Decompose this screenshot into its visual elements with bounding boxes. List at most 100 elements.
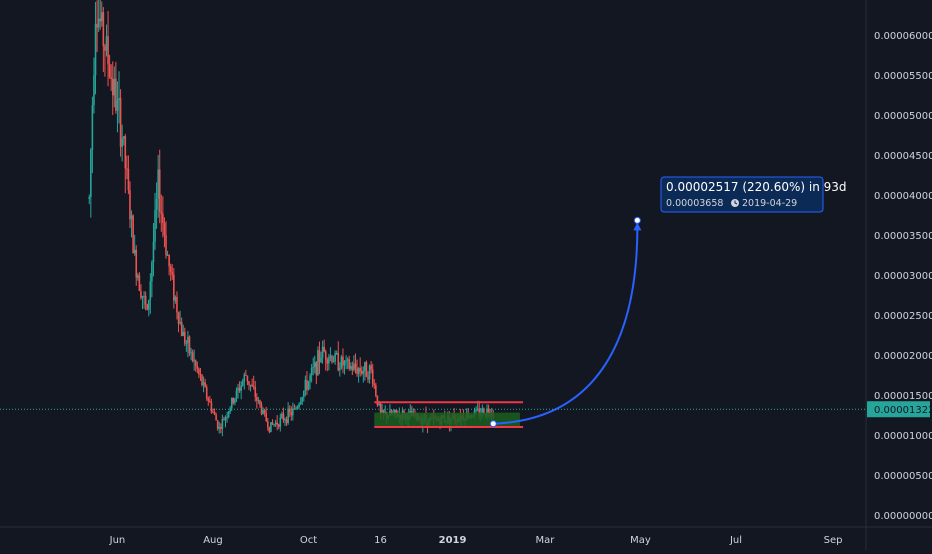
candle [88, 194, 91, 205]
candle [204, 378, 206, 388]
candle-body [199, 374, 202, 376]
candle-body [312, 366, 315, 368]
candle-body [173, 274, 175, 301]
candle-body [310, 367, 313, 376]
candle-body [360, 371, 363, 374]
candle-body [118, 98, 120, 101]
candle-body [209, 400, 211, 403]
candle-body [373, 383, 376, 386]
candle-body [349, 366, 352, 369]
candle [306, 371, 308, 395]
candle [313, 355, 316, 374]
candle [171, 264, 174, 280]
candle [262, 407, 264, 415]
candle-body [90, 149, 92, 197]
candle-body [93, 75, 95, 106]
candle [248, 381, 250, 391]
candle [151, 260, 153, 298]
candle [232, 397, 235, 405]
candle [321, 340, 324, 364]
candle [265, 406, 268, 422]
projection-end-point[interactable] [633, 216, 641, 224]
candle-body [335, 353, 338, 355]
candle [273, 423, 275, 427]
candle [107, 10, 109, 87]
price-scale[interactable]: 0.00006000 0.00005500 0.00005000 0.00004500… [874, 31, 932, 522]
candle-body [113, 78, 116, 96]
candle [295, 405, 297, 411]
time-scale[interactable]: Jun Aug Oct 16 2019 Mar May Jul Sep [109, 535, 843, 546]
candle [152, 223, 155, 277]
price-tick-label: 0.00006000 [874, 31, 932, 42]
candle-body [395, 409, 397, 414]
candle [337, 341, 340, 372]
candle [183, 327, 186, 347]
price-tick-label: 0.00002000 [874, 351, 932, 362]
candle-body [331, 355, 333, 363]
candle-body [143, 295, 145, 297]
candle-body [194, 360, 197, 366]
candle-body [207, 398, 210, 401]
current-price-label: 0.00001322 [874, 405, 932, 416]
projection-arrow [493, 222, 639, 425]
candle-body [196, 365, 199, 369]
candle-body [342, 356, 344, 366]
time-tick-label: Jun [109, 535, 126, 546]
candle-body [486, 408, 488, 417]
candle-body [188, 336, 191, 353]
candle-body [393, 409, 396, 414]
candle [309, 373, 311, 390]
candle [116, 81, 119, 133]
candle [256, 393, 258, 409]
candle-body [227, 411, 230, 417]
projection-start-point[interactable] [489, 420, 497, 428]
candle-body [216, 420, 219, 429]
candle [307, 380, 310, 391]
time-tick-label: Aug [203, 535, 223, 546]
candle [115, 61, 117, 114]
candle-body [376, 395, 379, 406]
candle [149, 273, 152, 314]
candle [266, 417, 269, 431]
candle [359, 357, 361, 377]
candle [246, 375, 249, 386]
candle [251, 378, 253, 388]
candle-body [251, 384, 253, 387]
candle-body [345, 360, 347, 362]
candle-body [201, 374, 203, 386]
candle-body [483, 408, 485, 415]
candle [238, 381, 241, 393]
candle [240, 381, 242, 400]
candle [274, 419, 277, 427]
candle [185, 340, 188, 352]
candle-body [129, 190, 131, 220]
candle-body [371, 369, 374, 384]
candle-body [224, 417, 227, 421]
candle-body [165, 235, 167, 256]
candle [212, 408, 214, 414]
candle [93, 57, 95, 114]
candle [304, 375, 307, 397]
candle-body [382, 410, 385, 413]
candle [281, 411, 283, 419]
candle-body [252, 386, 255, 388]
candle-body [273, 424, 275, 426]
candle-body [152, 241, 155, 263]
candle-body [313, 362, 316, 367]
candle-body [198, 368, 200, 375]
candle [235, 387, 238, 403]
candle-body [115, 78, 117, 111]
candle-body [141, 295, 144, 298]
candle [226, 411, 228, 423]
candle-body [168, 254, 170, 267]
candle [162, 196, 164, 238]
candle [284, 417, 286, 426]
candle-body [256, 396, 258, 401]
candle [165, 221, 167, 259]
candle-body [218, 427, 221, 429]
candle [351, 361, 354, 376]
candle [108, 54, 111, 79]
candle [207, 396, 210, 406]
